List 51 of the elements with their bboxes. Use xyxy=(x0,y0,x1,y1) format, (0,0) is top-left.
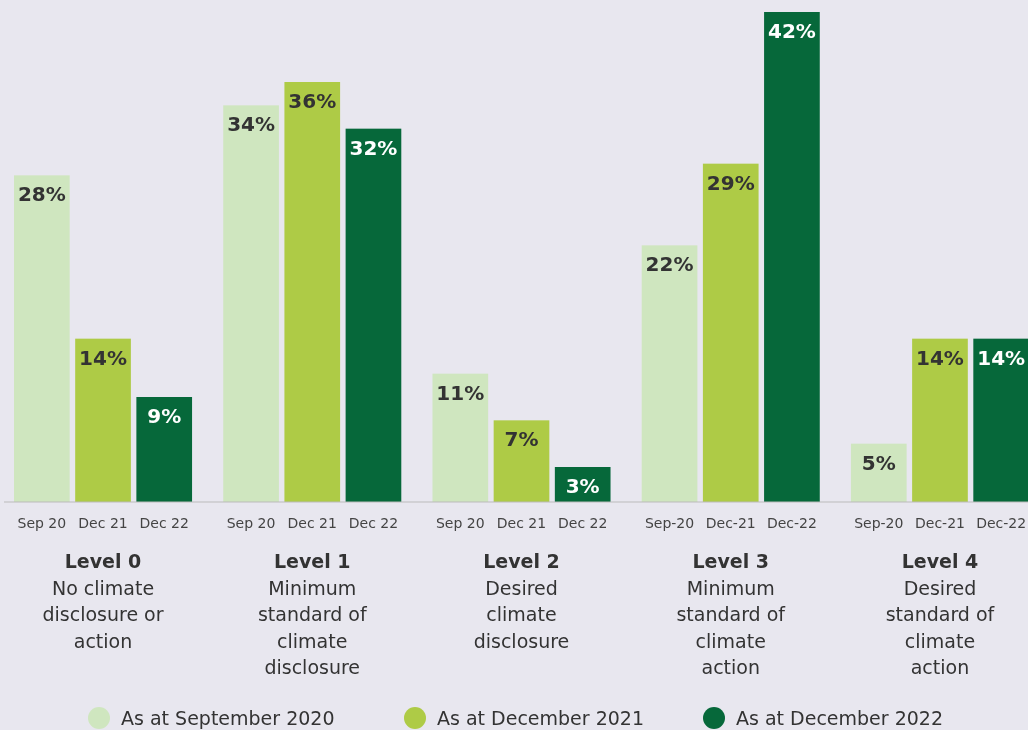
bar xyxy=(493,420,550,502)
bar xyxy=(764,12,820,502)
bar xyxy=(973,338,1028,502)
text: Dec 22 xyxy=(348,515,399,531)
data-label: 29% xyxy=(706,170,755,195)
bar xyxy=(345,128,402,502)
data-label: 36% xyxy=(288,89,337,113)
text: Dec 22 xyxy=(558,515,608,531)
x-tick-label: Level 1 Minimum standard of climate disclosure xyxy=(257,550,368,678)
data-label: 9% xyxy=(147,404,182,428)
text: Dec 21 xyxy=(287,515,337,531)
text: Dec-21 xyxy=(705,515,756,531)
text: Dec 21 xyxy=(496,515,547,531)
text: Sep-20 xyxy=(644,515,695,531)
data-label: 3% xyxy=(565,474,600,498)
legend-label: As at December 2022 xyxy=(736,707,943,729)
x-tick-label: Level 2 Desired climate disclosure xyxy=(473,550,570,652)
text: Dec-22 xyxy=(766,515,817,531)
data-label: 34% xyxy=(227,112,276,137)
bar xyxy=(641,245,698,502)
data-label: 7% xyxy=(504,427,539,452)
bar xyxy=(702,163,759,502)
data-label: 14% xyxy=(79,345,127,370)
x-tick-label: Level 3 Minimum standard of climate action xyxy=(676,550,787,678)
data-label: 28% xyxy=(17,182,66,207)
bar xyxy=(136,397,193,502)
legend-label: As at December 2021 xyxy=(437,707,644,729)
data-label: 14% xyxy=(977,345,1026,370)
text: Dec 22 xyxy=(139,515,189,531)
data-label: 5% xyxy=(861,450,896,475)
legend-label: As at September 2020 xyxy=(121,707,335,729)
data-label: 11% xyxy=(436,380,485,405)
bar xyxy=(912,338,968,502)
x-tick-label: Level 0 No climate disclosure or action xyxy=(42,550,164,652)
text: Sep 20 xyxy=(226,515,276,531)
data-label: 22% xyxy=(645,252,694,277)
text: Sep 20 xyxy=(17,515,67,531)
text: Dec 21 xyxy=(78,515,128,531)
data-label: 14% xyxy=(916,345,964,370)
bar xyxy=(14,175,70,502)
bar xyxy=(75,338,131,502)
text: Sep 20 xyxy=(435,515,485,531)
bar xyxy=(223,105,279,502)
text: Dec-21 xyxy=(914,515,965,531)
bar xyxy=(432,373,489,502)
text: Sep-20 xyxy=(854,515,904,531)
bar xyxy=(284,82,341,502)
data-label: 32% xyxy=(349,135,398,160)
text: Dec-22 xyxy=(976,515,1027,531)
data-label: 42% xyxy=(767,19,816,43)
x-tick-label: Level 4 Desired standard of climate action xyxy=(885,550,996,678)
